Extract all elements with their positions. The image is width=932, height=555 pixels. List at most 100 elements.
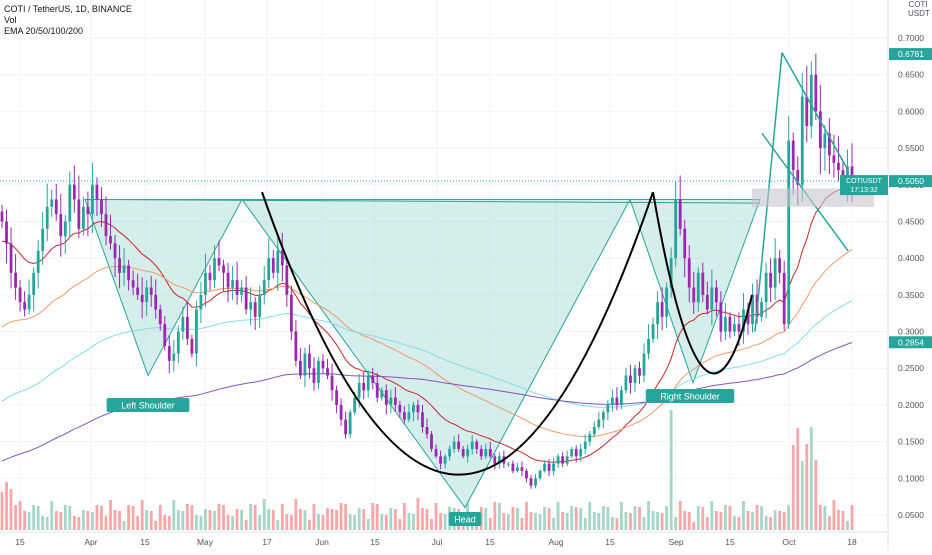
volume-bar	[122, 521, 126, 530]
candle-body	[488, 448, 492, 457]
volume-bar	[674, 517, 678, 530]
candle-body	[466, 448, 470, 457]
candle-body	[389, 397, 393, 405]
volume-bar	[59, 512, 63, 530]
volume-bar	[258, 515, 262, 530]
candle-body	[335, 390, 338, 405]
volume-bar	[638, 507, 641, 530]
candle-body	[525, 470, 528, 479]
candle-body	[339, 404, 343, 420]
candle-body	[760, 302, 763, 317]
volume-bar	[167, 516, 171, 530]
volume-bar	[511, 507, 515, 530]
volume-bar	[213, 511, 216, 530]
candle-body	[687, 258, 691, 288]
candle-body	[222, 265, 225, 273]
volume-bar	[393, 509, 397, 530]
candle-body	[14, 272, 17, 288]
volume-bar	[402, 503, 406, 530]
candle-body	[448, 448, 452, 457]
volume-bar	[0, 492, 4, 530]
candle-body	[479, 448, 483, 457]
volume-bar	[226, 515, 230, 530]
candle-body	[683, 228, 687, 259]
volume-bar	[610, 517, 614, 530]
volume-bar	[805, 444, 809, 530]
candle-body	[312, 368, 316, 383]
volume-bar	[289, 515, 293, 530]
candle-body	[366, 375, 370, 391]
right-shoulder-label-bg	[645, 389, 735, 403]
volume-bar	[145, 510, 149, 530]
candle-body	[9, 243, 13, 273]
volume-bar	[32, 505, 36, 530]
volume-bar	[335, 510, 338, 530]
volume-bar	[136, 516, 140, 530]
volume-bar	[719, 512, 723, 530]
scale-currency-button[interactable]: COTI USDT	[908, 0, 930, 22]
volume-bar	[574, 507, 578, 530]
candle-body	[294, 331, 298, 361]
volume-bar	[796, 428, 800, 530]
volume-bar	[733, 516, 736, 530]
volume-bar	[81, 510, 85, 530]
candle-body	[516, 467, 519, 471]
volume-bar	[493, 502, 497, 530]
volume-bar	[36, 506, 40, 530]
candle-body	[59, 214, 63, 237]
volume-bar	[714, 511, 718, 530]
candle-body	[692, 287, 696, 303]
volume-bar	[118, 511, 121, 530]
volume-bar	[380, 514, 384, 530]
candle-body	[303, 353, 307, 376]
volume-bar	[285, 514, 289, 530]
volume-bar	[520, 518, 524, 530]
volume-bar	[249, 504, 253, 530]
candle-body	[506, 463, 510, 465]
volume-bar	[656, 512, 659, 530]
volume-bar	[208, 510, 212, 530]
volume-bar	[195, 515, 198, 530]
candle-body	[167, 346, 171, 361]
candle-body	[778, 258, 782, 273]
candle-body	[77, 199, 81, 229]
price-tick-label: 0.3000	[898, 327, 924, 337]
volume-bar	[692, 522, 696, 530]
candle-body	[416, 404, 420, 413]
candle-body	[195, 309, 198, 354]
candle-body	[651, 324, 655, 339]
candle-body	[769, 272, 773, 288]
candle-body	[561, 456, 565, 464]
volume-bar	[755, 505, 759, 530]
volume-bar	[127, 505, 130, 530]
price-tick-label: 0.6000	[898, 106, 924, 116]
volume-bar	[760, 506, 763, 530]
volume-bar	[791, 445, 795, 530]
volume-bar	[479, 507, 483, 530]
volume-bar	[109, 500, 112, 530]
candle-body	[172, 353, 176, 361]
volume-bar	[308, 520, 311, 530]
candle-body	[728, 316, 732, 332]
candle-body	[633, 368, 637, 383]
candle-body	[705, 294, 709, 310]
volume-bar	[439, 513, 442, 530]
time-tick-label: 15	[15, 537, 25, 547]
time-tick-label: 15	[605, 537, 615, 547]
volume-bar	[235, 509, 239, 530]
ema-indicator-label: EMA 20/50/100/200	[4, 26, 84, 36]
candle-body	[326, 368, 329, 376]
volume-bar	[185, 504, 189, 530]
candle-body	[827, 133, 831, 156]
volume-bar	[27, 512, 31, 530]
candle-body	[796, 170, 800, 185]
volume-bar	[579, 508, 583, 530]
volume-bar	[412, 514, 415, 530]
candle-body	[629, 375, 632, 383]
volume-bar	[846, 521, 849, 530]
volume-bar	[41, 516, 45, 530]
volume-bar	[14, 505, 17, 530]
